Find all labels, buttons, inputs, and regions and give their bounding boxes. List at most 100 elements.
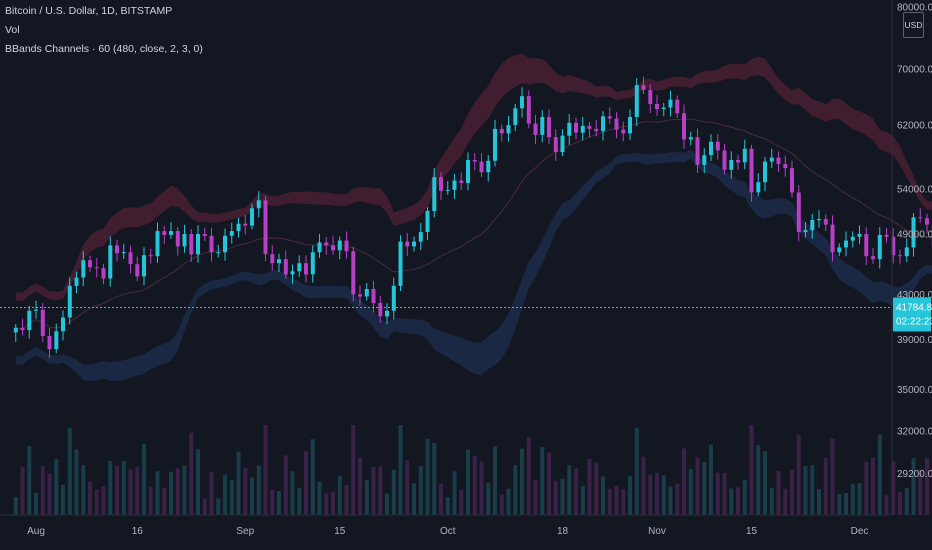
volume-bar — [67, 428, 72, 515]
time-axis: Aug 16 Sep 15 Oct 18 Nov 15 Dec — [0, 514, 892, 537]
candle-body — [628, 117, 632, 134]
candle-body — [364, 289, 369, 297]
price-axis: 29200.00 32000.00 35000.00 39000.00 43000.00… — [891, 0, 932, 515]
current-price-badge — [893, 297, 931, 332]
volume-bar — [884, 495, 889, 515]
candle-body — [27, 310, 32, 331]
candle-body — [790, 168, 794, 193]
candle-body — [729, 160, 734, 170]
indicator-legend[interactable]: BBands Channels · 60 (480, close, 2, 3, … — [5, 43, 203, 55]
candle-body — [378, 303, 383, 317]
candle-body — [560, 135, 565, 152]
candle-body — [40, 309, 45, 336]
candle-body — [864, 234, 869, 257]
volume-bar — [236, 451, 241, 515]
candle-body — [837, 247, 842, 253]
volume-bar — [439, 483, 443, 515]
candle-body — [115, 245, 119, 254]
volume-bar — [162, 487, 167, 515]
volume-bar — [641, 456, 646, 515]
volume-bar — [668, 486, 673, 515]
candle-body — [155, 231, 160, 257]
volume-bar — [540, 447, 545, 515]
candle-body — [135, 264, 140, 277]
volume-bar — [736, 487, 740, 515]
candle-body — [196, 234, 200, 255]
volume-bar — [290, 471, 295, 515]
candle-body — [47, 336, 52, 350]
volume-bar — [790, 469, 794, 515]
volume-bar — [175, 468, 180, 515]
candle-body — [439, 177, 443, 191]
candle-body — [412, 241, 416, 247]
symbol-title[interactable]: Bitcoin / U.S. Dollar, 1D, BITSTAMP — [5, 5, 173, 17]
candle-body — [823, 219, 828, 225]
candle-body — [148, 255, 153, 257]
candle-body — [418, 232, 423, 242]
volume-bar — [675, 483, 680, 515]
candle-body — [736, 160, 740, 163]
candle-body — [216, 252, 221, 254]
candle-body — [405, 241, 410, 247]
volume-bar — [763, 451, 767, 515]
volume-bar — [135, 467, 140, 515]
volume-bar — [385, 493, 389, 515]
candle-body — [661, 107, 666, 109]
volume-bar — [911, 458, 916, 515]
candle-body — [182, 234, 187, 247]
candle-body — [884, 234, 889, 237]
bollinger-bands — [15, 53, 932, 382]
volume-histogram — [13, 425, 932, 515]
candle-body — [547, 117, 551, 138]
candle-body — [796, 192, 801, 233]
volume-bar — [864, 461, 869, 515]
candle-body — [94, 267, 99, 269]
volume-bar — [216, 498, 221, 515]
candle-body — [850, 236, 855, 241]
volume-bar — [121, 461, 126, 515]
volume-bar — [182, 465, 187, 515]
volume-bar — [283, 455, 288, 515]
volume-bar — [520, 448, 524, 515]
volume-bar — [560, 478, 565, 515]
candle-body — [162, 231, 167, 235]
candle-body — [655, 104, 659, 109]
candle-body — [607, 116, 612, 119]
candle-body — [688, 137, 693, 140]
candle-body — [142, 255, 146, 277]
volume-bar — [209, 471, 214, 515]
volume-bar — [61, 484, 65, 515]
volume-bar — [850, 483, 855, 515]
volume-legend[interactable]: Vol — [5, 24, 20, 36]
volume-bar — [722, 472, 727, 515]
volume-bar — [371, 466, 376, 515]
candle-body — [88, 260, 92, 268]
candle-body — [472, 160, 477, 162]
volume-bar — [810, 465, 815, 515]
candle-body — [877, 234, 882, 260]
upper-band — [15, 53, 932, 302]
time-tick-label: Oct — [440, 526, 456, 537]
volume-bar — [904, 488, 909, 515]
volume-bar — [196, 449, 200, 515]
volume-bar — [412, 483, 416, 515]
volume-bar — [358, 457, 362, 515]
volume-bar — [40, 466, 45, 515]
current-price-label: 41784.85 — [896, 302, 932, 313]
volume-bar — [695, 457, 700, 515]
candle-body — [540, 117, 545, 135]
middle-band — [15, 118, 932, 330]
volume-bar — [391, 469, 396, 515]
candle-body — [101, 268, 106, 279]
volume-bar — [297, 488, 302, 515]
candle-body — [783, 164, 788, 169]
currency-button[interactable]: USD — [903, 12, 924, 38]
volume-bar — [715, 472, 720, 515]
volume-bar — [405, 460, 410, 515]
price-tick-label: 32000.00 — [897, 427, 932, 438]
candle-body — [506, 125, 511, 134]
candle-body — [385, 310, 389, 317]
volume-bar — [682, 448, 686, 515]
volume-bar — [223, 474, 227, 515]
